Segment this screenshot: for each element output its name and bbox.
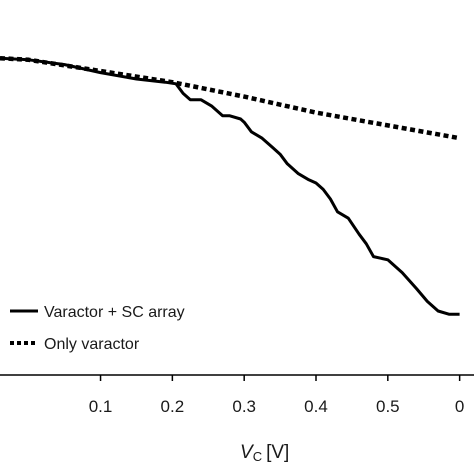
x-axis-title-unit: [V]: [266, 442, 289, 463]
x-tick-label-4: 0.4: [304, 397, 328, 416]
x-ticks: [99, 375, 461, 381]
x-tick-labels: 0.1 0.2 0.3 0.4 0.5 0: [89, 397, 465, 416]
series-line-1: [0, 56, 460, 316]
x-axis-title-subscript: C: [253, 449, 262, 464]
x-tick-label-2: 0.2: [161, 397, 185, 416]
legend-label-series-2: Only varactor: [44, 336, 140, 353]
legend-label-series-1: Varactor + SC array: [44, 304, 185, 321]
svg-text:VC[V]: VC [V]: [240, 442, 289, 464]
plot-area: [0, 55, 460, 316]
series-line-2: [0, 55, 460, 141]
x-tick-label-5: 0.5: [376, 397, 400, 416]
x-axis-title-main: V: [240, 442, 255, 463]
x-tick-label-6: 0: [455, 397, 464, 416]
x-tick-label-1: 0.1: [89, 397, 113, 416]
x-axis-title: VC [V]: [240, 442, 289, 464]
x-tick-label-3: 0.3: [232, 397, 256, 416]
legend: Varactor + SC array Only varactor: [10, 304, 185, 353]
